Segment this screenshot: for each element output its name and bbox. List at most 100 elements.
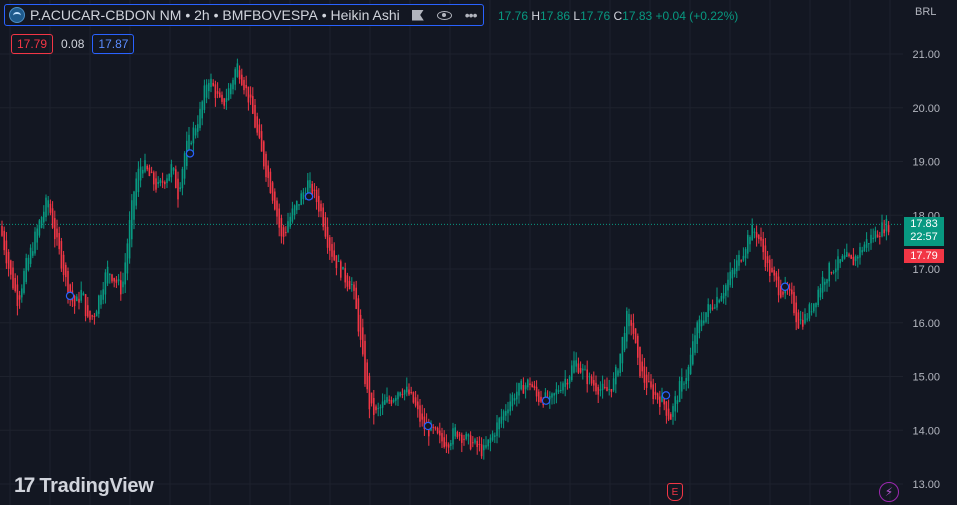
candle-body [725,285,727,296]
candle-body [16,284,19,307]
candle-body [742,255,745,261]
candle-body [821,276,824,293]
candle-body [533,385,536,388]
candle-body [100,294,102,305]
candle-body [854,255,857,262]
candle-body [489,437,492,443]
candle-body [384,400,386,405]
candle-body [122,281,124,288]
candle-body [788,288,791,291]
candle-body [863,244,866,252]
candle-body [832,271,835,273]
candle-body [595,382,597,392]
more-icon[interactable]: ••• [464,7,478,23]
candle-body [439,430,441,436]
candle-body [564,378,566,387]
candle-body [573,360,575,373]
candle-body [865,239,868,248]
currency-selector[interactable]: BRL [915,6,937,18]
candle-body [674,396,676,412]
interval[interactable]: 2h [194,7,210,23]
candle-body [113,277,115,282]
flag-icon[interactable] [411,9,424,21]
candle-body [720,295,723,302]
candle-body [566,382,569,385]
eye-icon[interactable] [436,10,452,20]
candle-body [5,240,8,264]
candle-body [736,260,738,272]
candle-body [648,381,650,383]
price-tick-label: 13.00 [912,479,940,491]
candle-body [56,228,58,238]
candle-body [637,335,639,358]
candle-body [164,181,166,185]
candle-body [819,287,822,298]
candle-body [733,268,736,275]
candle-body [846,251,848,257]
candle-body [432,426,434,428]
candle-body [375,406,377,411]
candle-body [210,78,212,88]
events-bolt-icon[interactable]: ⚡ [879,482,899,502]
candle-body [711,307,714,309]
candle-body [89,310,91,320]
candle-body [747,234,749,254]
candle-body [296,200,298,211]
candle-body [551,393,553,398]
candle-body [357,298,360,332]
candle-body [102,289,104,300]
candle-body [315,189,318,203]
candle-body [698,319,701,334]
price-tick-label: 20.00 [912,103,940,115]
candle-body [21,288,23,298]
candle-body [476,441,478,448]
candle-body [381,401,384,408]
candle-body [423,416,426,429]
candle-body [879,236,881,238]
candle-body [335,255,338,269]
candle-body [254,104,256,128]
earnings-icon[interactable]: E [667,483,683,501]
tradingview-logo[interactable]: 17 TradingView [14,474,154,498]
candle-body [252,96,254,114]
bid-price-tag: 17.79 [904,249,944,263]
candle-body [18,295,21,300]
candle-body [826,279,828,284]
high-value: 17.86 [540,9,571,23]
candle-body [507,409,509,414]
candle-body [241,74,243,86]
candle-body [672,406,674,417]
candle-body [722,293,725,299]
candle-body [654,391,657,395]
event-marker [304,192,314,201]
candle-body [142,169,144,174]
candle-body [601,383,604,391]
candle-body [621,336,624,364]
event-marker [541,396,551,405]
buy-button[interactable]: 17.87 [92,34,135,54]
candle-body [839,259,841,264]
candle-body [687,367,690,381]
candle-body [230,84,232,95]
candle-body [32,251,34,256]
tradingview-wordmark: TradingView [39,474,154,497]
candle-body [245,85,247,89]
candle-body [27,257,30,270]
candle-body [740,260,742,262]
candle-body [612,378,615,391]
candle-body [538,391,540,402]
candle-body [491,433,494,441]
sell-button[interactable]: 17.79 [11,34,54,54]
candle-body [406,386,408,393]
candle-body [685,377,687,384]
candle-body [663,398,665,405]
candle-body [120,280,122,295]
candle-body [700,320,703,327]
candle-body [106,266,109,284]
candle-body [590,376,593,384]
symbol-legend[interactable]: P.ACUCAR-CBDON NM • 2h • BMFBOVESPA • He… [4,4,484,26]
candle-body [773,269,775,276]
candle-body [249,94,252,98]
candle-body [659,396,661,407]
